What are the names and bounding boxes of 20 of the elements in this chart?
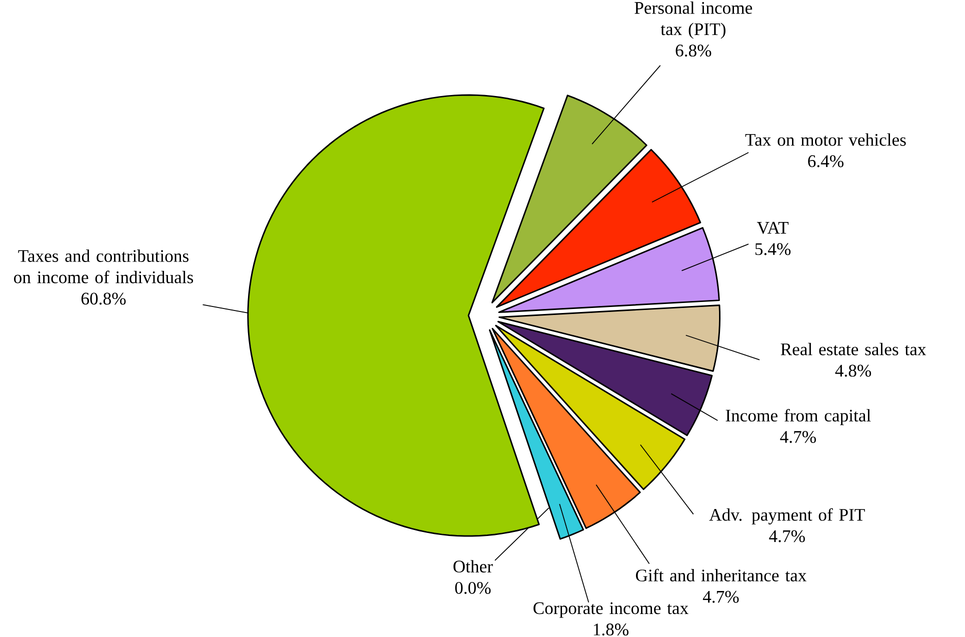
- data-label: 4.8%: [835, 364, 872, 377]
- legend-label: Real estate sales tax: [780, 342, 926, 356]
- slice-label: Corporate income tax: [534, 602, 688, 618]
- data-label: 6.8%: [676, 44, 712, 57]
- data-label: 4.7%: [702, 590, 739, 603]
- data-label: 6.4%: [808, 155, 844, 168]
- slice-label: Gift and inheritance tax: [636, 568, 806, 582]
- slice-label: Taxes and contributions on income of individuals: [14, 250, 194, 284]
- data-label: 4.7%: [780, 430, 816, 443]
- slice-label: Adv. payment of PIT: [709, 508, 865, 524]
- slice-label: VAT: [756, 222, 789, 234]
- slice-label: Tax on motor vehicles: [745, 133, 906, 146]
- data-label: 60.8%: [81, 292, 126, 305]
- data-label: 1.8%: [594, 624, 628, 636]
- text: 0.0%: [455, 582, 491, 594]
- slice-label: Income from capital: [726, 408, 871, 426]
- category-label: Other: [454, 560, 493, 573]
- data-label: 5.4%: [755, 243, 791, 256]
- slice-label: Personal income tax (PIT): [634, 1, 752, 39]
- data-label: 4.7%: [769, 530, 805, 542]
